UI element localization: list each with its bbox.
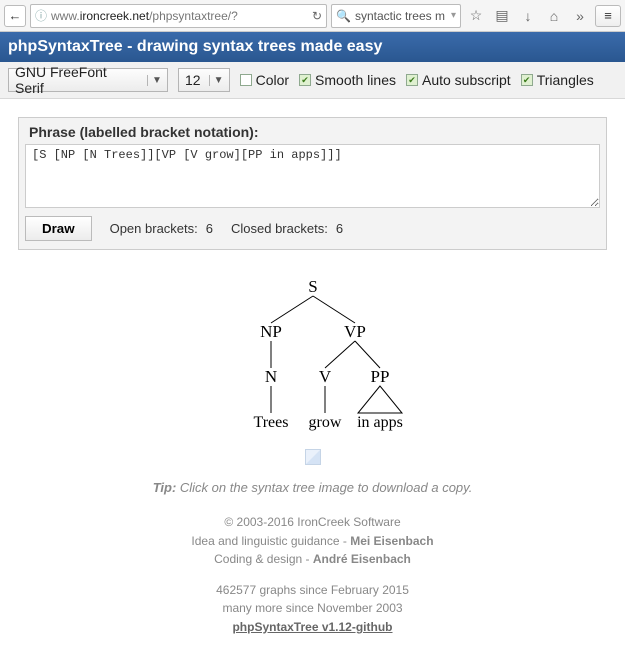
page-footer: © 2003-2016 IronCreek Software Idea and … — [18, 513, 607, 637]
page-banner: phpSyntaxTree - drawing syntax trees mad… — [0, 32, 625, 62]
footer-idea-label: Idea and linguistic guidance - — [191, 534, 350, 548]
footer-stats-1: 462577 graphs since February 2015 — [18, 581, 607, 600]
svg-text:grow: grow — [308, 414, 341, 431]
smooth-label: Smooth lines — [315, 72, 396, 88]
size-select-value: 12 — [185, 72, 201, 88]
svg-text:V: V — [318, 367, 331, 386]
url-prefix: www. — [51, 9, 80, 23]
hamburger-icon: ≡ — [604, 8, 612, 23]
info-icon: ⓘ — [35, 7, 47, 24]
checkbox-icon — [299, 74, 311, 86]
svg-text:PP: PP — [370, 367, 389, 386]
reload-icon[interactable]: ↻ — [312, 9, 322, 23]
page-title: phpSyntaxTree - drawing syntax trees mad… — [8, 38, 382, 55]
chevron-down-icon: ▼ — [209, 75, 223, 86]
open-brackets-label: Open brackets: — [110, 221, 198, 236]
svg-text:S: S — [308, 278, 317, 296]
color-label: Color — [256, 72, 289, 88]
color-checkbox[interactable]: Color — [240, 72, 289, 88]
tip-label: Tip: — [153, 480, 177, 495]
download-image-icon[interactable] — [305, 449, 321, 465]
url-bar[interactable]: ⓘ www.ironcreek.net/phpsyntaxtree/? ↻ — [30, 4, 327, 28]
arrow-left-icon: ← — [9, 8, 22, 23]
menu-button[interactable]: ≡ — [595, 5, 621, 27]
browser-chrome: ← ⓘ www.ironcreek.net/phpsyntaxtree/? ↻ … — [0, 0, 625, 32]
closed-brackets-label: Closed brackets: — [231, 221, 328, 236]
options-bar: GNU FreeFont Serif ▼ 12 ▼ Color Smooth l… — [0, 62, 625, 99]
bookmark-star-icon[interactable]: ☆ — [465, 7, 487, 24]
phrase-textarea[interactable]: [S [NP [N Trees]][VP [V grow][PP in apps… — [25, 144, 600, 208]
triangles-checkbox[interactable]: Triangles — [521, 72, 594, 88]
open-brackets-count: 6 — [206, 221, 213, 236]
url-path: /phpsyntaxtree/? — [149, 9, 238, 23]
triangles-label: Triangles — [537, 72, 594, 88]
clipboard-icon[interactable]: ▤ — [491, 7, 513, 24]
phrase-panel: Phrase (labelled bracket notation): [S [… — [18, 117, 607, 250]
autosub-checkbox[interactable]: Auto subscript — [406, 72, 511, 88]
svg-text:in apps: in apps — [357, 414, 403, 431]
tip-text: Tip: Click on the syntax tree image to d… — [18, 480, 607, 495]
search-text: syntactic trees m — [355, 9, 447, 23]
checkbox-icon — [521, 74, 533, 86]
dropdown-icon[interactable]: ▾ — [451, 10, 456, 21]
draw-button[interactable]: Draw — [25, 216, 92, 241]
checkbox-icon — [406, 74, 418, 86]
footer-version-link[interactable]: phpSyntaxTree v1.12-github — [232, 620, 392, 634]
phrase-value: [S [NP [N Trees]][VP [V grow][PP in apps… — [32, 148, 342, 162]
browser-search-bar[interactable]: 🔍 syntactic trees m ▾ — [331, 4, 461, 28]
syntax-tree-image[interactable]: S NP VP N V PP Trees grow in apps — [208, 278, 418, 438]
font-select[interactable]: GNU FreeFont Serif ▼ — [8, 68, 168, 92]
nav-back-button[interactable]: ← — [4, 5, 26, 27]
chevron-down-icon: ▼ — [147, 75, 161, 86]
home-icon[interactable]: ⌂ — [543, 8, 565, 24]
phrase-heading: Phrase (labelled bracket notation): — [19, 118, 606, 144]
font-select-value: GNU FreeFont Serif — [15, 64, 139, 96]
footer-copyright: © 2003-2016 IronCreek Software — [18, 513, 607, 532]
main-content: Phrase (labelled bracket notation): [S [… — [0, 99, 625, 667]
smooth-checkbox[interactable]: Smooth lines — [299, 72, 396, 88]
closed-brackets-count: 6 — [336, 221, 343, 236]
tip-body: Click on the syntax tree image to downlo… — [176, 480, 472, 495]
footer-stats-2: many more since November 2003 — [18, 599, 607, 618]
svg-text:N: N — [264, 367, 276, 386]
tree-container: S NP VP N V PP Trees grow in apps — [18, 250, 607, 476]
size-select[interactable]: 12 ▼ — [178, 68, 230, 92]
footer-coding-label: Coding & design - — [214, 552, 313, 566]
phrase-footer: Draw Open brackets: 6 Closed brackets: 6 — [19, 212, 606, 249]
svg-text:NP: NP — [260, 322, 282, 341]
more-icon[interactable]: » — [569, 8, 591, 24]
svg-text:Trees: Trees — [253, 414, 288, 431]
url-domain: ironcreek.net — [80, 9, 149, 23]
checkbox-icon — [240, 74, 252, 86]
url-text: www.ironcreek.net/phpsyntaxtree/? — [51, 9, 308, 23]
footer-version-text: phpSyntaxTree v1.12-github — [232, 620, 392, 634]
search-icon: 🔍 — [336, 9, 351, 23]
footer-idea-name: Mei Eisenbach — [350, 534, 433, 548]
download-icon[interactable]: ↓ — [517, 8, 539, 24]
svg-text:VP: VP — [344, 322, 366, 341]
footer-coding-name: André Eisenbach — [313, 552, 411, 566]
autosub-label: Auto subscript — [422, 72, 511, 88]
